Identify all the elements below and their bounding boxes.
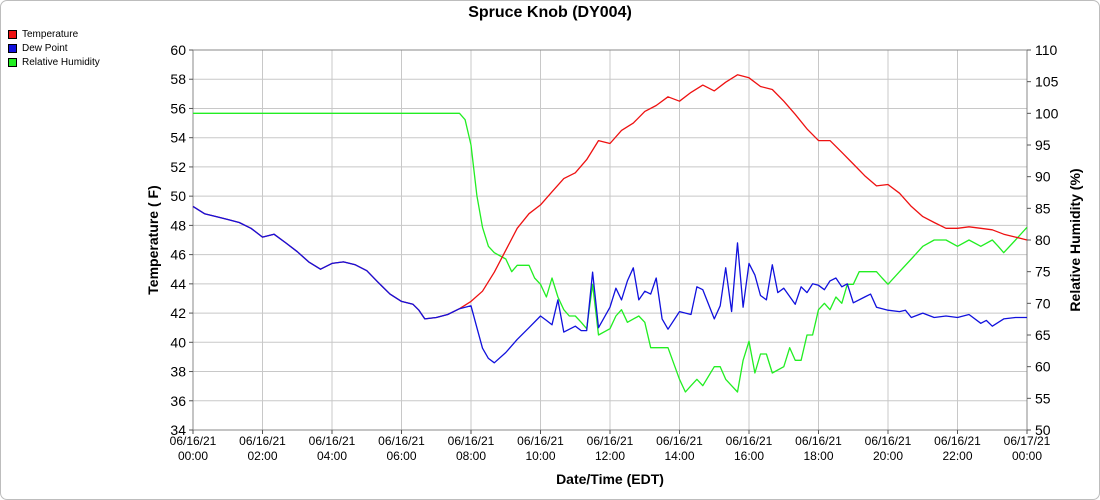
y-right-tick-label: 60 bbox=[1035, 359, 1051, 375]
legend-swatch-temperature bbox=[8, 29, 17, 39]
y-right-tick-label: 80 bbox=[1035, 232, 1051, 248]
y-left-tick-label: 38 bbox=[170, 364, 186, 380]
x-tick-label-time: 00:00 bbox=[178, 449, 208, 463]
y-right-tick-label: 50 bbox=[1035, 422, 1051, 438]
legend-label-relative-humidity: Relative Humidity bbox=[22, 56, 100, 68]
y-right-tick-label: 90 bbox=[1035, 169, 1051, 185]
x-tick-label-date: 06/16/21 bbox=[587, 434, 634, 448]
series-line-dew-point bbox=[192, 205, 1027, 364]
y-left-tick-label: 42 bbox=[170, 305, 186, 321]
y-left-tick-label: 44 bbox=[170, 276, 186, 292]
x-tick-label-time: 00:00 bbox=[1012, 449, 1042, 463]
y-right-axis-title: Relative Humidity (%) bbox=[1067, 168, 1083, 311]
x-tick-label-time: 18:00 bbox=[803, 449, 833, 463]
y-left-tick-label: 54 bbox=[170, 130, 186, 146]
x-tick-label-time: 20:00 bbox=[873, 449, 903, 463]
y-left-tick-label: 46 bbox=[170, 247, 186, 263]
x-tick-label-date: 06/16/21 bbox=[239, 434, 286, 448]
legend-item-relative-humidity: Relative Humidity bbox=[8, 55, 100, 69]
x-tick-label-date: 06/16/21 bbox=[517, 434, 564, 448]
y-left-axis-title: Temperature ( F) bbox=[145, 185, 161, 294]
x-tick-label-date: 06/16/21 bbox=[378, 434, 425, 448]
x-tick-label-time: 08:00 bbox=[456, 449, 486, 463]
y-right-tick-label: 85 bbox=[1035, 200, 1051, 216]
y-left-tick-label: 34 bbox=[170, 422, 186, 438]
chart-legend: Temperature Dew Point Relative Humidity bbox=[8, 27, 100, 69]
x-tick-label-time: 14:00 bbox=[664, 449, 694, 463]
y-left-tick-label: 36 bbox=[170, 393, 186, 409]
y-right-tick-label: 110 bbox=[1035, 42, 1058, 58]
x-axis-title: Date/Time (EDT) bbox=[556, 471, 664, 487]
y-right-tick-label: 100 bbox=[1035, 105, 1059, 121]
legend-swatch-relative-humidity bbox=[8, 57, 17, 67]
x-tick-label-date: 06/16/21 bbox=[170, 434, 217, 448]
x-tick-label-time: 06:00 bbox=[386, 449, 416, 463]
x-tick-label-date: 06/16/21 bbox=[795, 434, 842, 448]
y-left-tick-label: 48 bbox=[170, 217, 186, 233]
y-right-tick-label: 70 bbox=[1035, 295, 1051, 311]
x-tick-label-date: 06/16/21 bbox=[309, 434, 356, 448]
legend-label-dew-point: Dew Point bbox=[22, 42, 68, 54]
x-tick-label-date: 06/16/21 bbox=[934, 434, 981, 448]
y-right-tick-label: 95 bbox=[1035, 137, 1051, 153]
legend-label-temperature: Temperature bbox=[22, 28, 79, 40]
x-tick-label-time: 22:00 bbox=[942, 449, 972, 463]
x-tick-label-date: 06/16/21 bbox=[448, 434, 495, 448]
series-line-relative-humidity bbox=[193, 112, 1028, 393]
x-tick-label-time: 12:00 bbox=[595, 449, 625, 463]
legend-item-dew-point: Dew Point bbox=[8, 41, 100, 55]
x-tick-label-date: 06/16/21 bbox=[656, 434, 703, 448]
y-left-tick-label: 50 bbox=[170, 188, 186, 204]
x-tick-label-time: 16:00 bbox=[734, 449, 764, 463]
x-tick-label-date: 06/17/21 bbox=[1004, 434, 1051, 448]
x-tick-label-time: 10:00 bbox=[525, 449, 555, 463]
y-right-tick-label: 75 bbox=[1035, 264, 1051, 280]
legend-swatch-dew-point bbox=[8, 43, 17, 53]
y-left-tick-label: 58 bbox=[170, 71, 186, 87]
y-left-tick-label: 52 bbox=[170, 159, 186, 175]
y-right-tick-label: 65 bbox=[1035, 327, 1051, 343]
y-left-tick-label: 40 bbox=[170, 334, 186, 350]
chart-title: Spruce Knob (DY004) bbox=[468, 4, 632, 21]
y-left-tick-label: 56 bbox=[170, 100, 186, 116]
y-right-tick-label: 105 bbox=[1035, 74, 1059, 90]
y-right-tick-label: 55 bbox=[1035, 390, 1051, 406]
y-left-tick-label: 60 bbox=[170, 42, 186, 58]
x-tick-label-date: 06/16/21 bbox=[726, 434, 773, 448]
x-tick-label-time: 02:00 bbox=[247, 449, 277, 463]
legend-item-temperature: Temperature bbox=[8, 27, 100, 41]
x-tick-label-date: 06/16/21 bbox=[865, 434, 912, 448]
x-tick-label-time: 04:00 bbox=[317, 449, 347, 463]
